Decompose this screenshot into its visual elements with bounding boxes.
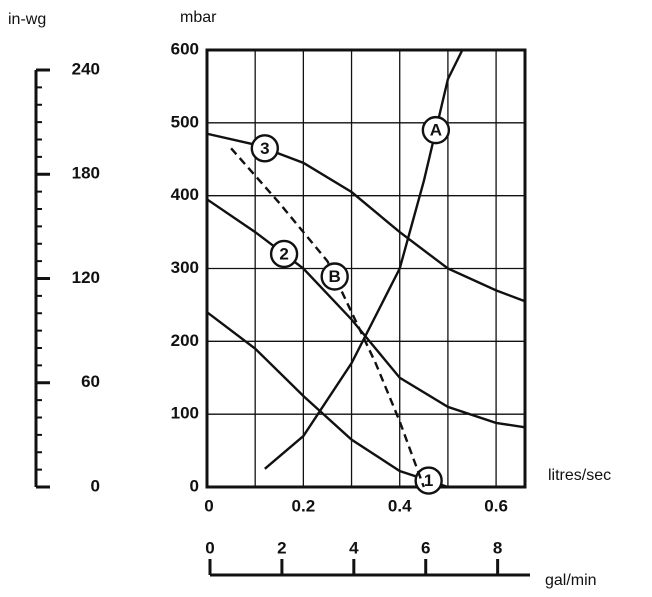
- curve-label: B: [329, 267, 341, 286]
- x-tick-label: 0.6: [484, 496, 508, 515]
- x-tick-label: 0.4: [388, 496, 412, 515]
- curve: [206, 311, 449, 489]
- y-tick-label: 300: [171, 258, 199, 277]
- curve-label-circle: [414, 466, 443, 495]
- curve-label-circle: [269, 239, 299, 269]
- left-axis-tick-label: 240: [72, 59, 100, 78]
- y-tick-label: 200: [171, 331, 199, 350]
- curve-label-circle: [250, 134, 280, 163]
- left-axis-tick-label: 0: [91, 476, 100, 495]
- y-axis-label: mbar: [180, 9, 217, 26]
- left-axis-tick-label: 180: [72, 164, 100, 183]
- curve: [264, 49, 464, 470]
- x-tick-label: 0.2: [292, 496, 316, 515]
- y-tick-label: 400: [171, 185, 199, 204]
- bottom-axis-label: gal/min: [545, 572, 597, 589]
- bottom-axis-tick-label: 6: [421, 538, 430, 557]
- curve-label: 2: [279, 244, 288, 263]
- bottom-axis-tick-label: 4: [349, 538, 359, 557]
- curve-label: A: [430, 121, 442, 140]
- left-axis-label: in-wg: [8, 11, 46, 28]
- x-axis-label: litres/sec: [548, 467, 611, 484]
- curve-label: 3: [260, 139, 269, 158]
- left-axis-tick-label: 60: [81, 372, 100, 391]
- y-tick-label: 0: [190, 476, 199, 495]
- bottom-axis-tick-label: 2: [277, 538, 286, 557]
- bottom-axis-tick-label: 8: [493, 538, 502, 557]
- left-axis-tick-label: 120: [72, 268, 100, 287]
- curve-label: 1: [424, 471, 433, 490]
- y-tick-label: 100: [171, 404, 199, 423]
- x-tick-label: 0: [204, 496, 213, 515]
- plot-frame: [205, 48, 527, 489]
- curve: [230, 147, 425, 488]
- curve-label-circle: [421, 115, 451, 145]
- y-tick-label: 500: [171, 112, 199, 131]
- y-tick-label: 600: [171, 39, 199, 58]
- curve-label-circle: [320, 262, 349, 291]
- bottom-axis-tick-label: 0: [205, 538, 214, 557]
- curve: [206, 198, 526, 429]
